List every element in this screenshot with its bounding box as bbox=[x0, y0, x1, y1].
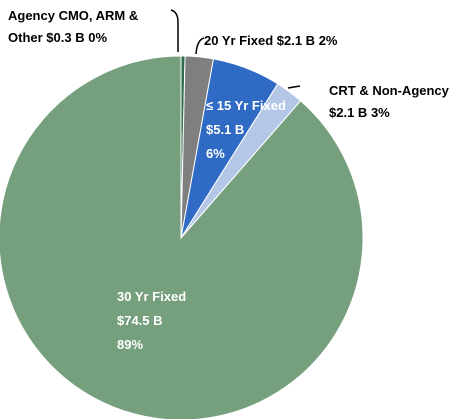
slice-label: CRT & Non-Agency $2.1 B 3% bbox=[329, 80, 469, 124]
label-value: $2.1 B bbox=[276, 33, 316, 48]
label-share: 0% bbox=[88, 30, 108, 45]
label-share: 2% bbox=[318, 33, 338, 48]
slice-label: Agency CMO, ARM & Other $0.3 B 0% bbox=[8, 5, 176, 49]
label-name: Agency CMO, ARM & Other bbox=[8, 8, 139, 45]
label-name: 20 Yr Fixed bbox=[204, 33, 274, 48]
leader-line bbox=[287, 85, 301, 89]
label-value: $74.5 B bbox=[117, 313, 163, 328]
label-value: $5.1 B bbox=[206, 122, 245, 137]
label-value: $2.1 B bbox=[329, 105, 368, 120]
slice-label: 30 Yr Fixed $74.5 B 89% bbox=[117, 285, 227, 357]
slice bbox=[0, 55, 364, 419]
label-name: ≤ 15 Yr Fixed bbox=[206, 98, 286, 113]
slice-label: ≤ 15 Yr Fixed $5.1 B 6% bbox=[206, 94, 296, 166]
leader-line bbox=[170, 9, 179, 52]
label-share: 89% bbox=[117, 337, 144, 352]
label-share: 3% bbox=[370, 105, 390, 120]
label-name: CRT & Non-Agency bbox=[329, 83, 449, 98]
slice-label: 20 Yr Fixed $2.1 B 2% bbox=[204, 30, 404, 52]
label-share: 6% bbox=[206, 146, 225, 161]
label-name: 30 Yr Fixed bbox=[117, 289, 187, 304]
leader-line bbox=[195, 37, 205, 55]
label-value: $0.3 B bbox=[46, 30, 85, 45]
